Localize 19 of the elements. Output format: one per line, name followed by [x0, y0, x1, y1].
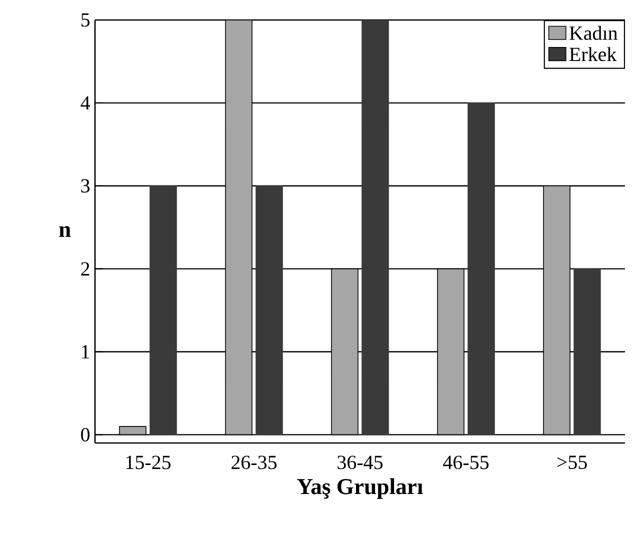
y-tick-label: 2 [81, 262, 90, 276]
x-axis-title: Yaş Grupları [297, 478, 423, 499]
x-tick-label: 15-25 [126, 456, 171, 470]
y-tick-label: 3 [81, 179, 90, 193]
bar [437, 268, 464, 436]
bar [543, 185, 570, 436]
y-tick-label: 5 [81, 13, 90, 27]
y-tick-label: 1 [82, 345, 90, 358]
legend-label: Kadın [570, 26, 618, 40]
y-axis-title: n [59, 226, 71, 237]
bar [331, 268, 358, 436]
y-tick-label: 0 [81, 428, 90, 442]
x-tick-label: >55 [557, 456, 587, 469]
y-tick-label: 4 [80, 96, 90, 110]
x-tick-label: 46-55 [443, 456, 489, 470]
legend-label: Erkek [570, 47, 617, 62]
x-tick-label: 36-45 [338, 456, 383, 470]
bar [225, 20, 252, 436]
x-tick-label: 26-35 [232, 456, 277, 470]
